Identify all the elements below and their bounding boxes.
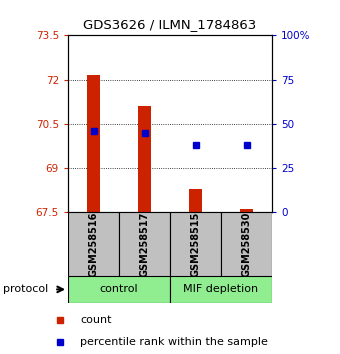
Text: protocol: protocol (3, 284, 49, 295)
Bar (68, 212, 119, 276)
Bar (138, 106, 151, 212)
Bar (240, 209, 253, 212)
Bar (170, 276, 272, 303)
Bar (170, 212, 221, 276)
Bar (87, 75, 100, 212)
Bar (189, 189, 202, 212)
Text: control: control (100, 284, 138, 295)
Text: GSM258516: GSM258516 (88, 212, 99, 277)
Bar (68, 276, 170, 303)
Text: GSM258515: GSM258515 (190, 212, 201, 277)
Bar (119, 212, 170, 276)
Bar (221, 212, 272, 276)
Text: percentile rank within the sample: percentile rank within the sample (80, 337, 268, 347)
Text: MIF depletion: MIF depletion (184, 284, 258, 295)
Title: GDS3626 / ILMN_1784863: GDS3626 / ILMN_1784863 (83, 18, 257, 32)
Text: GSM258530: GSM258530 (241, 212, 252, 277)
Text: count: count (80, 315, 112, 325)
Text: GSM258517: GSM258517 (139, 212, 150, 277)
